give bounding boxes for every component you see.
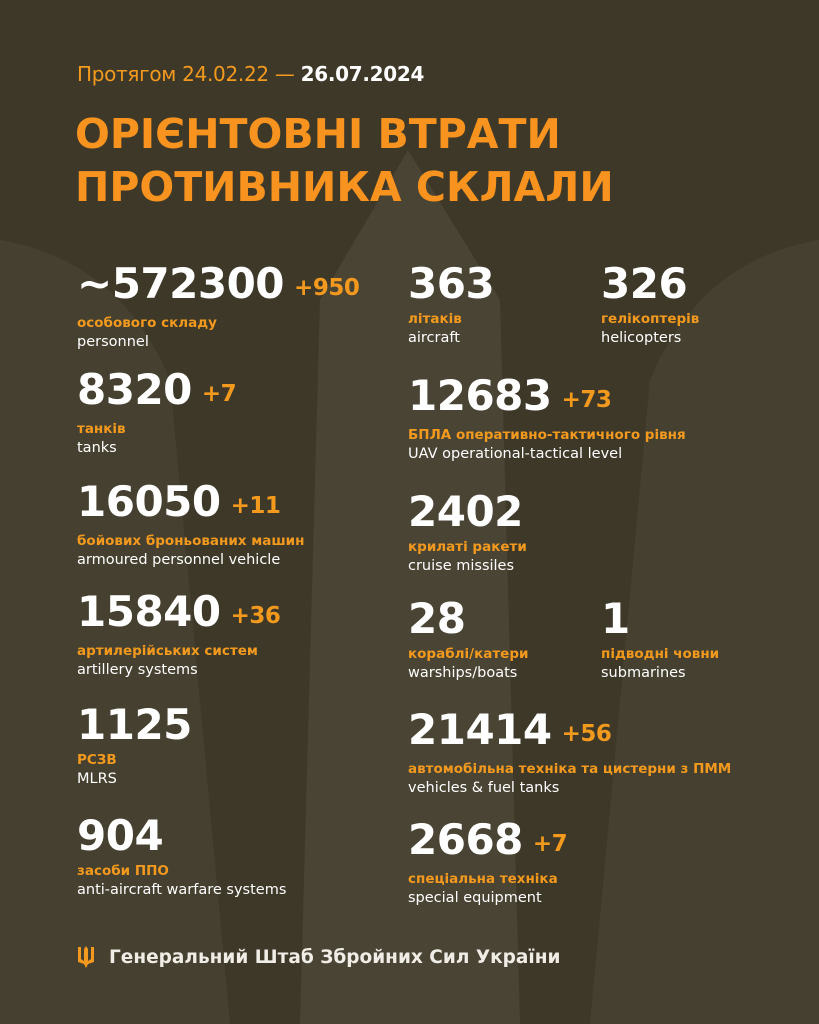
stat-number: 15840: [77, 587, 221, 636]
period-start: Протягом 24.02.22 —: [77, 62, 295, 86]
stat-value: 904: [77, 814, 286, 858]
stat-delta: +11: [230, 493, 281, 519]
stat-number: 2402: [408, 487, 523, 536]
stat-value: ~572300 +950: [77, 259, 360, 310]
stat-label-ua: гелікоптерів: [601, 311, 700, 327]
stat-label-en: tanks: [77, 440, 117, 456]
stat-label-ua: літаків: [408, 311, 462, 327]
stat-label-ua: бойових броньованих машин: [77, 533, 305, 549]
stat-special: 2668 +7 спеціальна техніка special equipm…: [408, 815, 568, 907]
stat-delta: +73: [561, 387, 612, 413]
stat-label-en: helicopters: [601, 330, 682, 346]
stat-label-en: warships/boats: [408, 665, 518, 681]
stat-value: 12683 +73: [408, 374, 686, 422]
stat-tanks: 8320 +7 танків tanks: [77, 365, 237, 457]
stat-label-en: personnel: [77, 334, 149, 350]
stat-delta: +36: [230, 603, 281, 629]
stat-number: 326: [601, 259, 688, 308]
stat-label-en: anti-aircraft warfare systems: [77, 882, 287, 898]
stat-value: 1125: [77, 703, 192, 747]
stat-number: 2668: [408, 815, 523, 864]
stat-number: 21414: [408, 705, 552, 754]
stat-artillery: 15840 +36 артилерійських систем artillery…: [77, 587, 281, 679]
stat-number: 8320: [77, 365, 192, 414]
stat-label-ua: засоби ППО: [77, 863, 169, 879]
stat-label-ua: танків: [77, 421, 126, 437]
stat-label-ua: кораблі/катери: [408, 646, 529, 662]
stat-delta: +950: [294, 275, 360, 301]
stat-personnel: ~572300 +950 особового складу personnel: [77, 259, 360, 351]
stat-helicopters: 326 гелікоптерів helicopters: [601, 262, 699, 347]
stat-cruise: 2402 крилаті ракети cruise missiles: [408, 490, 527, 575]
stat-vehicles: 21414 +56 автомобільна техніка та цистерн…: [408, 708, 731, 797]
footer: Генеральний Штаб Збройних Сил України: [77, 945, 560, 969]
stat-number: 28: [408, 594, 466, 643]
stat-value: 2402: [408, 490, 527, 534]
stat-value: 16050 +11: [77, 480, 304, 528]
stat-value: 326: [601, 262, 699, 306]
stat-value: 1: [601, 597, 719, 641]
stat-label-ua: спеціальна техніка: [408, 871, 558, 887]
stat-number: 904: [77, 811, 164, 860]
title-line-2: ПРОТИВНИКА СКЛАЛИ: [75, 163, 614, 211]
stat-value: 28: [408, 597, 528, 641]
stat-submarines: 1 підводні човни submarines: [601, 597, 719, 682]
stat-label-ua: підводні човни: [601, 646, 720, 662]
period-end: 26.07.2024: [300, 62, 425, 86]
stat-number: ~572300: [77, 259, 285, 308]
stat-aircraft: 363 літаків aircraft: [408, 259, 495, 347]
footer-text: Генеральний Штаб Збройних Сил України: [109, 946, 561, 968]
stat-anti: 904 засоби ППО anti-aircraft warfare sys…: [77, 814, 286, 899]
stat-label-ua: особового складу: [77, 315, 217, 331]
stat-number: 363: [408, 259, 495, 308]
stat-value: 2668 +7: [408, 815, 568, 866]
stat-value: 15840 +36: [77, 587, 281, 638]
title-line-1: ОРІЄНТОВНІ ВТРАТИ: [75, 110, 561, 158]
stat-delta: +56: [561, 721, 612, 747]
stat-label-en: special equipment: [408, 890, 542, 906]
stat-number: 16050: [77, 477, 221, 526]
stat-label-ua: РСЗВ: [77, 752, 117, 768]
stat-delta: +7: [532, 831, 568, 857]
stat-value: 21414 +56: [408, 708, 731, 756]
stat-label-en: MLRS: [77, 771, 117, 787]
stat-number: 1: [601, 594, 630, 643]
stat-warships: 28 кораблі/катери warships/boats: [408, 597, 528, 682]
stat-armoured: 16050 +11 бойових броньованих машин armou…: [77, 480, 304, 569]
stat-delta: +7: [201, 381, 237, 407]
stat-value: 8320 +7: [77, 365, 237, 416]
stat-label-en: artillery systems: [77, 662, 198, 678]
stat-uav: 12683 +73 БПЛА оперативно-тактичного рівн…: [408, 374, 686, 463]
trident-icon: [78, 946, 94, 968]
stat-label-en: armoured personnel vehicle: [77, 552, 281, 568]
stat-label-en: aircraft: [408, 330, 460, 346]
stat-value: 363: [408, 259, 495, 308]
stat-number: 1125: [77, 700, 192, 749]
stat-label-en: UAV operational-tactical level: [408, 446, 623, 462]
stat-mlrs: 1125 РСЗВ MLRS: [77, 703, 192, 788]
stat-label-ua: автомобільна техніка та цистерни з ПММ: [408, 761, 732, 777]
stat-label-ua: БПЛА оперативно-тактичного рівня: [408, 427, 686, 443]
stat-number: 12683: [408, 371, 552, 420]
stat-label-en: cruise missiles: [408, 558, 515, 574]
stat-label-en: vehicles & fuel tanks: [408, 780, 560, 796]
page-title: ОРІЄНТОВНІ ВТРАТИ ПРОТИВНИКА СКЛАЛИ: [75, 108, 614, 214]
period: Протягом 24.02.22 — 26.07.2024: [77, 62, 424, 86]
stat-label-ua: артилерійських систем: [77, 643, 258, 659]
stat-label-ua: крилаті ракети: [408, 539, 527, 555]
stat-label-en: submarines: [601, 665, 686, 681]
